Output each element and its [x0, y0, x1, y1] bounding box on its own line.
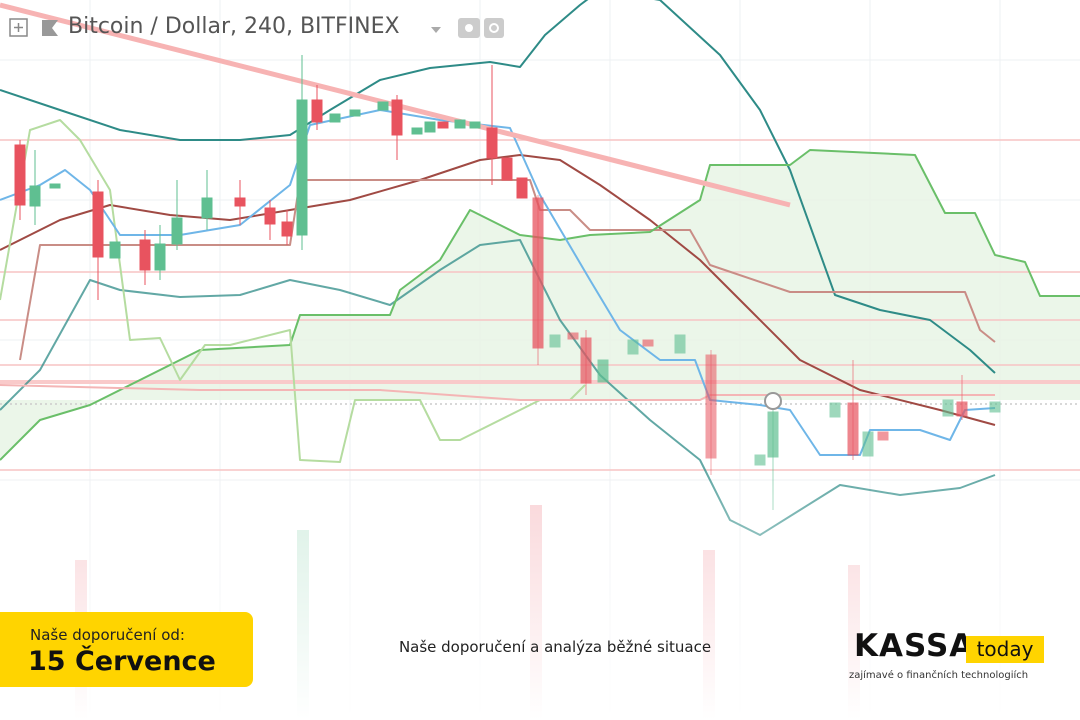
chart-title: Bitcoin / Dollar, 240, BITFINEX	[68, 14, 400, 39]
logo-subtitle: zajímavé o finančních technologiích	[849, 670, 1029, 681]
logo-tag: today	[966, 636, 1044, 663]
toolbar-icons	[9, 18, 504, 38]
badge-date: 15 Července	[28, 646, 216, 677]
caption: Naše doporučení a analýza běžné situace	[398, 638, 712, 656]
logo: KASSA	[854, 628, 975, 664]
badge-label: Naše doporučení od:	[30, 626, 185, 644]
candles	[14, 55, 1001, 510]
badge: Naše doporučení od: 15 Července	[0, 612, 253, 687]
